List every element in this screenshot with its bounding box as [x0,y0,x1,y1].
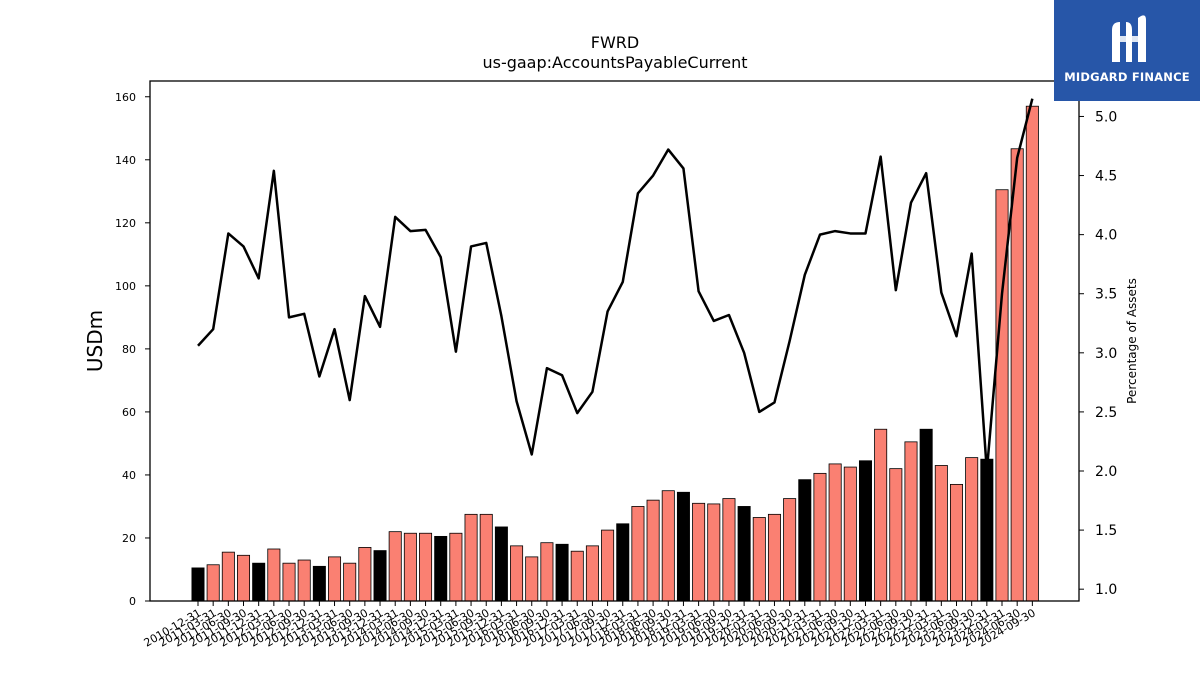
y-tick-label: 120 [115,217,136,230]
bar [601,529,615,602]
bar [191,567,205,602]
bar [510,545,524,602]
chart-subtitle: us-gaap:AccountsPayableCurrent [482,53,747,72]
bar [737,506,751,602]
chart-title: FWRD [591,33,639,52]
x-axis-ticks: 2010-12-312011-03-312011-06-302011-09-30… [142,601,1038,650]
bar [494,526,508,602]
right-axis-ticks: 1.0 1.5 2.0 2.5 3.0 3.5 4.0 4.5 5.0 [1079,109,1117,598]
bar [843,466,857,602]
bar [403,532,417,602]
bar [312,565,326,602]
bar [722,498,736,602]
bar [570,550,584,602]
bar [358,547,372,602]
y2-tick-label: 5.0 [1095,109,1117,125]
bar [1025,105,1039,602]
bar [282,562,296,602]
y-tick-label: 20 [122,532,136,545]
y2-tick-label: 3.0 [1095,346,1117,362]
bar [221,551,235,602]
y-tick-label: 100 [115,280,136,293]
y2-tick-label: 2.0 [1095,464,1117,480]
bar [980,458,994,602]
bar [934,465,948,602]
bar [828,463,842,602]
y-tick-label: 40 [122,469,136,482]
midgard-finance-logo: MIDGARD FINANCE [1054,0,1200,101]
bar [464,513,478,602]
bar [919,428,933,602]
bar-series [191,105,1039,602]
bar [1010,148,1024,602]
logo-text: MIDGARD FINANCE [1064,70,1190,84]
bar [388,531,402,602]
bar [555,543,569,602]
bar [297,559,311,602]
y2-axis-label: Percentage of Assets [1125,278,1139,404]
y2-tick-label: 1.0 [1095,582,1117,598]
bar [950,483,964,602]
bar [343,562,357,602]
bar [798,479,812,602]
bar [813,472,827,602]
left-axis-ticks: 0 20 40 60 80 100 120 140 160 [115,91,150,608]
bar [449,532,463,602]
bar [540,542,554,602]
y2-tick-label: 2.5 [1095,405,1117,421]
y-tick-label: 80 [122,343,136,356]
y-tick-label: 160 [115,91,136,104]
bar [267,548,281,602]
y-tick-label: 60 [122,406,136,419]
bar [237,554,251,602]
y2-tick-label: 1.5 [1095,523,1117,539]
bar [692,502,706,602]
bar [752,517,766,602]
bar [585,545,599,602]
bar [419,532,433,602]
bar [661,490,675,602]
bar [783,498,797,602]
bar [889,468,903,602]
y2-tick-label: 4.0 [1095,228,1117,244]
bar [616,523,630,602]
bar [767,513,781,602]
bar [373,550,387,602]
percentage-line [197,98,1034,473]
y2-tick-label: 4.5 [1095,169,1117,185]
y-axis-label: USDm [83,310,107,372]
y-tick-label: 0 [129,595,136,608]
bar [631,506,645,602]
bar [434,535,448,602]
bar [252,562,266,602]
bar [525,556,539,602]
bar [858,460,872,602]
y2-tick-label: 3.5 [1095,287,1117,303]
plot-frame [149,80,1080,602]
bar [965,457,979,602]
bar [479,513,493,602]
bar [874,428,888,602]
bar [206,564,220,602]
bar [676,491,690,602]
bar [328,556,342,602]
bar [707,503,721,602]
bar [904,441,918,602]
bar [646,499,660,602]
midgard-logo-icon [1112,15,1146,62]
y-tick-label: 140 [115,154,136,167]
